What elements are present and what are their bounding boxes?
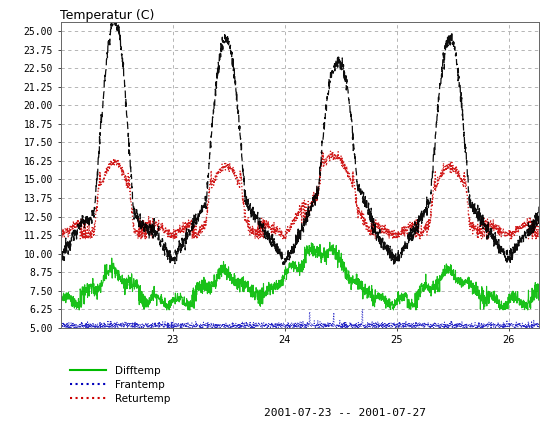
Legend: Difftemp, Frantemp, Returtemp: Difftemp, Frantemp, Returtemp bbox=[65, 361, 174, 408]
Text: Temperatur (C): Temperatur (C) bbox=[60, 9, 155, 22]
Text: 2001-07-23 -- 2001-07-27: 2001-07-23 -- 2001-07-27 bbox=[264, 408, 426, 418]
